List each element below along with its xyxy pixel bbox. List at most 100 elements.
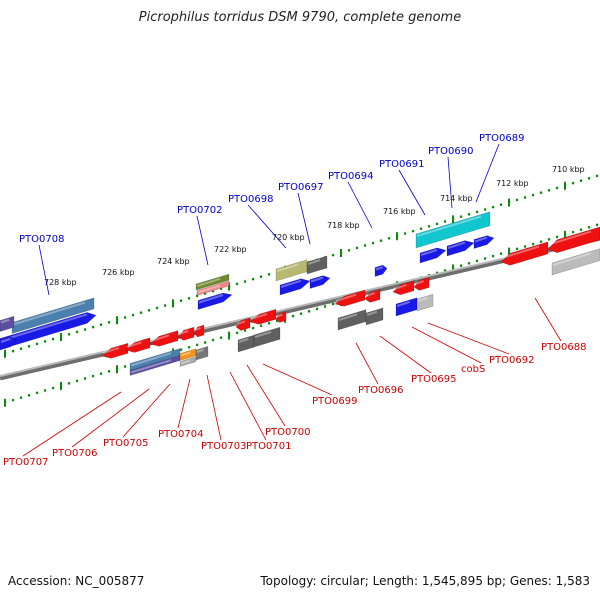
ruler-tick	[172, 299, 174, 308]
gene-lower-22-body	[395, 297, 418, 317]
ruler-dot	[108, 370, 111, 373]
gene-label-pto0700: PTO0700	[265, 427, 310, 438]
gene-upper-8-body	[309, 275, 331, 289]
gene-lower-15-body	[253, 326, 281, 348]
gene-label-pto0696: PTO0696	[358, 385, 403, 396]
ruler-dot	[324, 305, 327, 308]
ruler-tick	[452, 264, 454, 273]
ruler-dot	[332, 302, 335, 306]
ruler-dot	[220, 287, 223, 290]
ruler-dot	[20, 347, 23, 350]
ruler-dot	[28, 394, 31, 397]
gene-upper-13-body	[446, 240, 475, 257]
gene-upper-0-body	[0, 336, 17, 351]
ruler-dot	[548, 189, 551, 192]
leader-pto0691	[398, 169, 426, 216]
ruler-dot	[516, 247, 519, 251]
gene-lower-14-shine	[238, 337, 249, 343]
ruler-dot	[20, 396, 23, 399]
ruler-label-718-kbp: 718 kbp	[327, 221, 360, 230]
ruler-dot	[212, 338, 215, 342]
gene-upper-10	[306, 255, 328, 275]
ruler-dot	[188, 346, 191, 349]
ruler-dot	[244, 280, 247, 283]
gene-label-cobs: cobS	[461, 364, 485, 375]
gene-lower-6-shine	[130, 352, 172, 367]
ruler-dot	[524, 245, 527, 248]
ruler-dot	[44, 389, 47, 392]
gene-lower-25	[547, 226, 600, 254]
ruler-dot	[412, 229, 415, 233]
gene-lower-4	[177, 326, 195, 341]
ruler-dot	[36, 342, 39, 346]
ruler-dot	[572, 181, 575, 185]
ruler-dot	[100, 372, 103, 375]
gene-upper-12-body	[419, 247, 447, 264]
ruler-dot	[588, 177, 591, 180]
ruler-dot	[428, 225, 431, 228]
ruler-dot	[268, 322, 271, 325]
gene-lower-19	[365, 307, 384, 326]
ruler-dot	[492, 205, 495, 209]
gene-upper-13	[446, 240, 475, 257]
ruler-tick	[60, 333, 62, 341]
gene-upper-10-shine	[307, 259, 321, 265]
gene-lower-19-shine	[366, 310, 378, 316]
gene-upper-11	[374, 264, 388, 277]
ruler-tick	[508, 198, 510, 207]
ruler-dot	[476, 210, 479, 214]
gene-upper-5-shine	[197, 284, 221, 294]
ruler-tick	[340, 249, 342, 257]
leader-pto0703	[206, 374, 222, 441]
gene-lower-22	[395, 297, 418, 317]
ruler-dot	[388, 237, 391, 240]
gene-upper-13-shine	[447, 241, 466, 249]
ruler-tick	[564, 181, 566, 190]
gene-lower-11	[235, 317, 251, 331]
gene-lower-21	[413, 277, 430, 291]
ruler-dot	[444, 269, 447, 272]
ruler-dot	[236, 282, 239, 286]
gene-upper-12	[419, 247, 447, 264]
gene-lower-24	[500, 241, 549, 266]
leader-pto0698	[247, 204, 287, 249]
ruler-dot	[460, 215, 463, 218]
ruler-dot	[268, 273, 271, 276]
ruler-dot	[84, 328, 87, 331]
gene-lower-12-body	[249, 308, 277, 325]
gene-lower-13-shine	[276, 313, 283, 318]
gene-label-pto0704: PTO0704	[158, 429, 203, 440]
gene-upper-15-shine	[416, 215, 482, 237]
ruler-dot	[140, 311, 143, 314]
ruler-dot	[260, 324, 263, 327]
ruler-dot	[92, 325, 95, 329]
ruler-label-714-kbp: 714 kbp	[440, 194, 473, 203]
gene-lower-11-body	[235, 317, 251, 331]
leader-pto0700	[246, 364, 286, 427]
gene-lower-13-body	[275, 311, 287, 323]
gene-lower-14-body	[237, 334, 255, 353]
ruler-dot	[404, 232, 407, 235]
gene-lower-24-body	[500, 241, 549, 266]
ruler-dot	[180, 348, 183, 351]
gene-upper-7-body	[279, 278, 311, 296]
leader-pto0699	[262, 363, 333, 396]
ruler-dot	[380, 239, 383, 242]
ruler-tick	[508, 247, 510, 256]
gene-lower-1-shine	[102, 346, 120, 354]
ruler-tick	[4, 349, 6, 358]
gene-upper-15	[415, 211, 491, 249]
gene-upper-14-body	[473, 235, 495, 249]
upper-ruler	[4, 174, 599, 358]
ruler-dot	[68, 382, 71, 385]
ruler-dot	[76, 379, 79, 383]
gene-lower-9-shine	[180, 359, 191, 365]
ruler-label-726-kbp: 726 kbp	[102, 268, 135, 277]
ruler-tick	[396, 232, 398, 241]
ruler-dot	[52, 386, 55, 390]
leader-pto0706	[71, 388, 150, 448]
leader-pto0689	[475, 143, 500, 203]
ruler-label-712-kbp: 712 kbp	[496, 179, 529, 188]
gene-lower-1	[101, 342, 129, 359]
